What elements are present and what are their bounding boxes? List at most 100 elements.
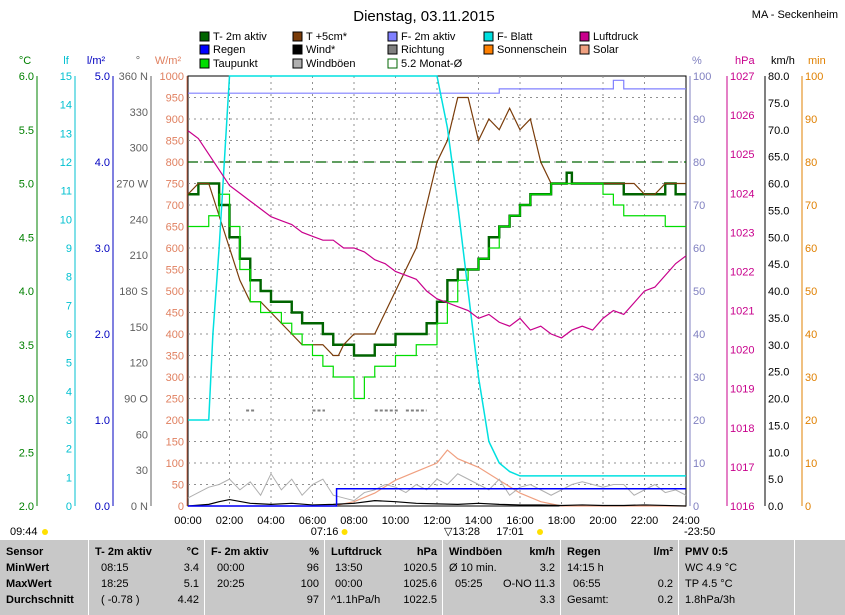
axis-tick-min: 0 <box>805 501 811 513</box>
axis-tick-solar: 200 <box>166 415 184 427</box>
axis-tick-lf: 2 <box>66 444 72 456</box>
axis-tick-min: 40 <box>805 329 817 341</box>
axis-tick-hpa: 1024 <box>730 188 754 200</box>
axis-tick-solar: 850 <box>166 136 184 148</box>
axis-tick-lf: 5 <box>66 358 72 370</box>
axis-tick-pct: 40 <box>693 329 705 341</box>
col-luftdruck: Luftdruck hPa 13:50 1020.5 00:00 1025.6 … <box>324 540 443 615</box>
axis-tick-hpa: 1022 <box>730 266 754 278</box>
axis-tick-lf: 15 <box>60 71 72 83</box>
axis-tick-temp: 4.5 <box>19 232 34 244</box>
legend-swatch <box>292 58 303 69</box>
wind-avg-label: Ø 10 min. <box>449 562 497 574</box>
regen-max-time: 06:55 <box>573 578 601 590</box>
axis-tick-rain: 2.0 <box>95 329 110 341</box>
t2m-min-val: 3.4 <box>183 562 199 574</box>
wind-avg10-val: 3.2 <box>539 562 555 574</box>
legend-swatch <box>387 31 398 42</box>
legend-label: 5.2 Monat-Ø <box>401 58 463 70</box>
axis-tick-min: 80 <box>805 157 817 169</box>
axis-tick-dir: 210 <box>130 250 148 262</box>
t2m-avg-val: 4.42 <box>177 594 199 606</box>
col-pmv: PMV 0:5 WC 4.9 °C TP 4.5 °C 1.8hPa/3h <box>678 540 795 615</box>
axis-tick-dir: 240 <box>130 214 148 226</box>
axis-tick-kmh: 75.0 <box>768 98 789 110</box>
axis-tick-hpa: 1027 <box>730 71 754 83</box>
axis-tick-pct: 30 <box>693 372 705 384</box>
axis-unit-lf: lf <box>63 55 69 67</box>
sunset-label: 17:01 <box>496 526 524 538</box>
axis-unit-kmh: km/h <box>771 55 795 67</box>
t2m-min-time: 08:15 <box>101 562 129 574</box>
sun-noon-label: ▽13:28 <box>444 526 480 538</box>
axis-tick-pct: 60 <box>693 243 705 255</box>
x-tick-label: 14:00 <box>465 515 493 527</box>
axis-unit-min: min <box>808 55 826 67</box>
f2m-max-val: 100 <box>300 578 319 590</box>
col-t2m: T- 2m aktiv °C 08:15 3.4 18:25 5.1 ( -0.… <box>88 540 205 615</box>
x-tick-label: 24:00 <box>672 515 700 527</box>
hdr-regen-unit: l/m² <box>653 546 673 558</box>
axis-tick-lf: 9 <box>66 243 72 255</box>
axis-unit-pct: % <box>692 55 702 67</box>
series-f-2m-aktiv <box>188 79 686 94</box>
axis-tick-kmh: 45.0 <box>768 259 789 271</box>
axis-unit-solar: W/m² <box>155 55 182 67</box>
col-sensor: Sensor MinWert MaxWert Durchschnitt <box>0 540 88 615</box>
legend-label: Wind* <box>306 44 336 56</box>
axis-tick-solar: 500 <box>166 286 184 298</box>
axis-tick-hpa: 1023 <box>730 227 754 239</box>
axis-tick-solar: 300 <box>166 372 184 384</box>
axis-tick-dir: 360 N <box>119 71 148 83</box>
chart-series: 07:16 <box>187 75 687 538</box>
axis-tick-lf: 3 <box>66 415 72 427</box>
pmv-wc: WC 4.9 °C <box>685 562 738 574</box>
row-label-max: MaxWert <box>6 578 52 590</box>
x-tick-label: 08:00 <box>340 515 368 527</box>
axis-tick-lf: 1 <box>66 472 72 484</box>
f2m-avg-val: 97 <box>306 594 319 606</box>
legend-swatch <box>199 58 210 69</box>
axis-tick-solar: 750 <box>166 179 184 191</box>
axis-tick-pct: 10 <box>693 458 705 470</box>
axis-tick-lf: 10 <box>60 214 72 226</box>
axis-tick-kmh: 35.0 <box>768 313 789 325</box>
legend-swatch <box>199 44 210 55</box>
wind-max-time: 05:25 <box>455 578 483 590</box>
chart-legend: T- 2m aktiv T +5cm* F- 2m aktiv F- Blatt Luf… <box>199 31 639 70</box>
axis-tick-lf: 11 <box>61 186 72 198</box>
axis-tick-solar: 1000 <box>160 71 184 83</box>
axis-tick-hpa: 1025 <box>730 149 754 161</box>
hdr-wind-unit: km/h <box>529 546 555 558</box>
t2m-max-time: 18:25 <box>101 578 129 590</box>
luft-min-val: 1020.5 <box>403 562 437 574</box>
axis-tick-dir: 30 <box>136 465 148 477</box>
axis-tick-rain: 5.0 <box>95 71 110 83</box>
series-regen <box>188 488 686 507</box>
luft-min-time: 13:50 <box>335 562 363 574</box>
axis-tick-solar: 100 <box>166 458 184 470</box>
luft-trend: ^1.1hPa/h <box>331 594 381 606</box>
series-taupunkt <box>188 182 686 400</box>
axis-tick-pct: 100 <box>693 71 711 83</box>
legend-label: F- Blatt <box>497 31 532 43</box>
sunrise-dot <box>42 529 48 535</box>
x-tick-label: 16:00 <box>506 515 534 527</box>
col-empty <box>794 540 845 615</box>
hdr-t2m: T- 2m aktiv <box>95 546 152 558</box>
legend-swatch <box>387 58 398 69</box>
axis-tick-kmh: 0.0 <box>768 501 783 513</box>
axis-tick-kmh: 70.0 <box>768 125 789 137</box>
axis-tick-kmh: 10.0 <box>768 447 789 459</box>
axis-tick-pct: 50 <box>693 286 705 298</box>
axis-tick-solar: 950 <box>166 93 184 105</box>
x-tick-label: 20:00 <box>589 515 617 527</box>
row-label-min: MinWert <box>6 562 50 574</box>
axis-tick-pct: 80 <box>693 157 705 169</box>
axis-tick-min: 30 <box>805 372 817 384</box>
axis-tick-temp: 3.0 <box>19 394 34 406</box>
hdr-regen: Regen <box>567 546 601 558</box>
axis-tick-lf: 13 <box>60 128 72 140</box>
legend-swatch <box>483 31 494 42</box>
legend-label: T- 2m aktiv <box>213 31 267 43</box>
